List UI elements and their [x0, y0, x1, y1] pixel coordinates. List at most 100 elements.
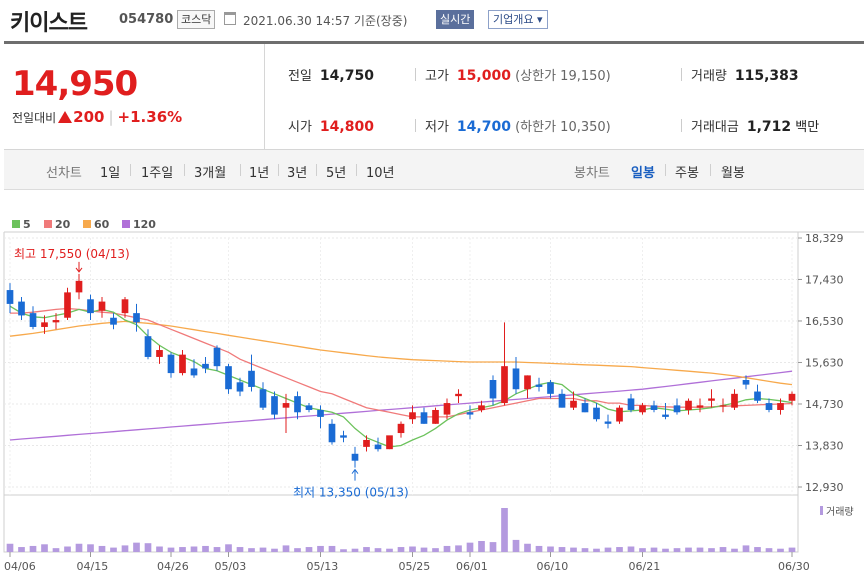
lower-limit: (하한가 10,350)	[515, 120, 611, 135]
candle-body	[75, 280, 83, 293]
high-cell: 고가 15,000 (상한가 19,150)	[425, 65, 611, 84]
candle	[639, 403, 646, 415]
candle	[593, 403, 600, 422]
volume-legend-swatch	[820, 506, 823, 515]
x-tick-label: 05/13	[307, 560, 339, 573]
candle-body	[294, 396, 301, 413]
volume-bar	[317, 545, 324, 552]
period-3m[interactable]: 3개월	[194, 166, 227, 181]
candle-body	[374, 444, 382, 450]
volume-bar	[558, 547, 566, 552]
y-tick-label: 12,930	[805, 481, 844, 494]
candle	[788, 391, 796, 406]
candle-body	[731, 393, 738, 408]
stock-code: 054780	[119, 12, 174, 27]
period-1y[interactable]: 1년	[249, 166, 270, 181]
open-value: 14,800	[319, 119, 374, 135]
period-10y[interactable]: 10년	[366, 166, 395, 181]
volume-bar	[202, 545, 209, 552]
candlestick-chart[interactable]: 5 20 60 120 18,329 17,430 16,530 15,630 14,730 13…	[0, 195, 864, 584]
candle-body	[570, 400, 577, 408]
volume-bar	[190, 546, 198, 552]
candle-body	[236, 382, 244, 392]
volume-bar	[133, 542, 140, 552]
candle	[167, 352, 175, 378]
quote-header: 키이스트 054780 코스닥 2021.06.30 14:57 기준(장중) …	[0, 0, 864, 42]
period-1d[interactable]: 1일	[100, 166, 121, 181]
period-divider	[278, 164, 279, 176]
candle-body	[248, 370, 255, 387]
candle	[524, 375, 531, 399]
candle	[340, 430, 347, 443]
upper-limit: (상한가 19,150)	[515, 69, 611, 84]
candle	[685, 398, 692, 415]
volume-bar	[110, 547, 117, 552]
candle	[742, 375, 750, 390]
candle-body	[535, 384, 543, 387]
candle-weekly[interactable]: 주봉	[675, 166, 699, 181]
candle	[6, 283, 14, 314]
current-price: 14,950	[12, 64, 138, 104]
max-annotation: 최고 17,550 (04/13)	[14, 247, 130, 261]
realtime-button[interactable]: 실시간	[436, 10, 475, 29]
candle-body	[777, 403, 784, 410]
candle	[282, 393, 290, 434]
quote-summary: 14,950 전일대비 200 | +1.36% 전일 14,750 고가 15,000 …	[4, 44, 864, 150]
period-1w[interactable]: 1주일	[141, 166, 174, 181]
volume-bar	[305, 547, 313, 552]
prev-close-value: 14,750	[319, 68, 374, 84]
volume-bar	[87, 544, 94, 552]
candle	[305, 403, 313, 413]
quote-datetime: 2021.06.30 14:57 기준(장중)	[243, 14, 408, 28]
candle-body	[259, 389, 267, 408]
company-overview-dropdown[interactable]: 기업개요 ▾	[488, 10, 548, 29]
candle	[547, 380, 554, 399]
candle-body	[604, 421, 612, 424]
y-tick-label: 17,430	[805, 273, 844, 286]
candle-monthly[interactable]: 월봉	[721, 166, 745, 181]
candle	[29, 306, 37, 330]
change-percent: +1.36%	[117, 108, 183, 126]
candle	[351, 446, 359, 468]
volume-bar	[685, 547, 692, 552]
change-separator: |	[108, 108, 114, 126]
candle	[409, 405, 416, 424]
candle	[581, 398, 589, 413]
legend-swatch-20	[44, 220, 52, 228]
candle-body	[409, 412, 416, 420]
candle	[731, 389, 738, 410]
volume-bar	[524, 543, 531, 552]
y-tick-label: 16,530	[805, 315, 844, 328]
volume-panel-frame	[3, 494, 799, 553]
candle	[374, 437, 382, 452]
candle-body	[52, 320, 60, 323]
period-5y[interactable]: 5년	[326, 166, 347, 181]
volume-bar	[420, 547, 428, 552]
legend-label-20: 20	[55, 218, 71, 231]
ma5-line	[9, 305, 793, 448]
candle-body	[87, 299, 94, 314]
candle	[754, 384, 761, 404]
volume-bar	[6, 543, 14, 552]
volume-bar	[64, 546, 71, 552]
amount-value: 1,712	[746, 119, 792, 135]
volume-bar	[765, 548, 773, 552]
ma120-line	[9, 370, 793, 441]
candle	[420, 407, 428, 424]
cell-divider	[415, 119, 416, 132]
candle	[616, 405, 623, 424]
candle	[478, 400, 485, 413]
candle-body	[98, 301, 106, 311]
candle	[18, 296, 25, 321]
candle	[650, 400, 658, 413]
period-3y[interactable]: 3년	[287, 166, 308, 181]
calendar-icon	[224, 12, 236, 25]
candle-daily[interactable]: 일봉	[631, 166, 655, 181]
candle-body	[179, 354, 186, 374]
cell-divider	[681, 119, 682, 132]
volume-bar	[731, 548, 738, 552]
line-chart-label: 선차트	[46, 166, 82, 181]
period-divider	[665, 164, 666, 176]
volume-bar	[328, 545, 336, 552]
min-arrow-head	[351, 468, 359, 474]
